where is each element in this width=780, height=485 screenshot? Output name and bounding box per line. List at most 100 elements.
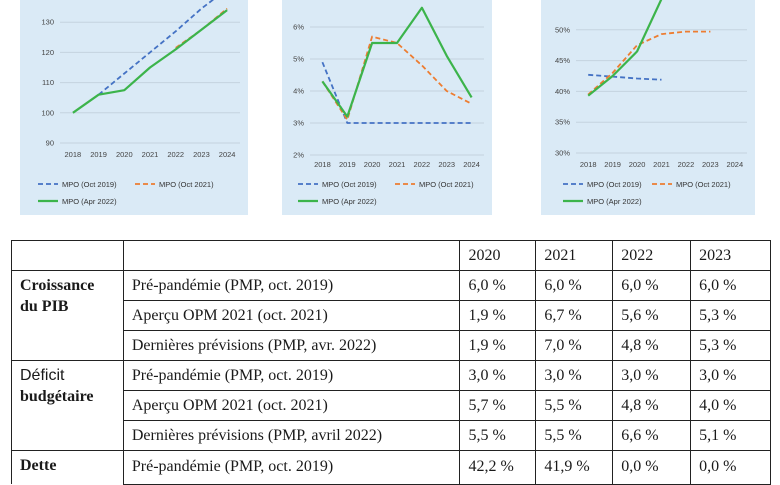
chart-3: 30% 35% 40% 45% 50% 2018 2019 2020 2021 2022 2023 2… bbox=[555, 0, 747, 206]
chart-panel-3: 30% 35% 40% 45% 50% 2018 2019 2020 2021 2022 2023 2… bbox=[541, 0, 755, 215]
x-tick-label: 2018 bbox=[580, 160, 597, 169]
cell-value: 5,3 % bbox=[690, 330, 771, 361]
header-year: 2020 bbox=[459, 240, 537, 271]
cell-value: 6,0 % bbox=[535, 270, 614, 301]
cell-value: 6,0 % bbox=[612, 270, 692, 301]
x-tick-label: 2023 bbox=[702, 160, 719, 169]
table-row: Aperçu OPM 2021 (oct. 2021) 1,9 % 6,7 % … bbox=[12, 300, 771, 331]
y-tick-label: 110 bbox=[42, 78, 54, 87]
group-label-budget-deficit: Déficit budgétaire bbox=[11, 360, 124, 451]
y-tick-label: 120 bbox=[41, 48, 54, 57]
cell-value: 5,5 % bbox=[459, 420, 537, 451]
cell-value: 6,0 % bbox=[690, 270, 771, 301]
y-tick-label: 6% bbox=[293, 23, 304, 32]
group-label-gdp-growth: Croissance du PIB bbox=[11, 270, 124, 361]
series-line bbox=[321, 35, 473, 121]
cell-value: 4,8 % bbox=[612, 390, 692, 421]
legend-label: MPO (Apr 2022) bbox=[62, 197, 117, 206]
legend-label: MPO (Apr 2022) bbox=[587, 197, 642, 206]
x-tick-label: 2022 bbox=[678, 160, 695, 169]
row-label: Pré-pandémie (PMP, oct. 2019) bbox=[122, 270, 461, 301]
y-tick-label: 100 bbox=[41, 108, 54, 117]
legend-label: MPO (Oct 2021) bbox=[419, 180, 474, 189]
group-label-line: budgétaire bbox=[20, 388, 94, 405]
group-label-line: du PIB bbox=[20, 298, 69, 315]
series-line bbox=[588, 73, 662, 81]
legend-label: MPO (Oct 2021) bbox=[676, 180, 731, 189]
cell-value: 41,9 % bbox=[535, 450, 614, 485]
group-label-line: Dette bbox=[20, 457, 57, 474]
cell-value: 3,0 % bbox=[612, 360, 692, 391]
group-label-line: Croissance bbox=[20, 277, 95, 294]
chart-2: 2% 3% 4% 5% 6% 2018 2019 2020 2021 2022 2023 2024 MP… bbox=[293, 6, 484, 206]
x-tick-label: 2020 bbox=[629, 160, 646, 169]
cell-value: 5,1 % bbox=[690, 420, 771, 451]
y-tick-label: 30% bbox=[555, 149, 570, 158]
x-tick-label: 2021 bbox=[389, 160, 406, 169]
cell-value: 0,0 % bbox=[612, 450, 692, 485]
series-line bbox=[175, 7, 228, 49]
series-line bbox=[72, 9, 228, 114]
y-tick-label: 130 bbox=[41, 18, 54, 27]
row-label: Aperçu OPM 2021 (oct. 2021) bbox=[122, 300, 461, 331]
y-tick-label: 2% bbox=[293, 151, 304, 160]
cell-value: 1,9 % bbox=[459, 330, 537, 361]
cell-value: 4,8 % bbox=[612, 330, 692, 361]
x-tick-label: 2024 bbox=[726, 160, 743, 169]
x-tick-label: 2021 bbox=[142, 150, 159, 159]
row-label: Aperçu OPM 2021 (oct. 2021) bbox=[122, 390, 461, 421]
x-tick-label: 2022 bbox=[414, 160, 431, 169]
header-blank bbox=[122, 240, 461, 271]
cell-value: 5,5 % bbox=[535, 390, 614, 421]
x-tick-label: 2018 bbox=[314, 160, 331, 169]
cell-value: 3,0 % bbox=[535, 360, 614, 391]
legend-label: MPO (Oct 2019) bbox=[322, 180, 377, 189]
cell-value: 4,0 % bbox=[690, 390, 771, 421]
legend-label: MPO (Oct 2019) bbox=[62, 180, 117, 189]
cell-value: 3,0 % bbox=[459, 360, 537, 391]
x-tick-label: 2024 bbox=[219, 150, 236, 159]
header-year: 2023 bbox=[690, 240, 771, 271]
x-tick-label: 2023 bbox=[193, 150, 210, 159]
header-year: 2022 bbox=[612, 240, 692, 271]
x-tick-label: 2020 bbox=[364, 160, 381, 169]
cell-value: 1,9 % bbox=[459, 300, 537, 331]
cell-value: 6,6 % bbox=[612, 420, 692, 451]
x-tick-label: 2019 bbox=[339, 160, 356, 169]
cell-value: 42,2 % bbox=[459, 450, 537, 485]
table-header-row: 2020 2021 2022 2023 bbox=[11, 240, 771, 271]
series-line bbox=[587, 0, 663, 97]
y-tick-label: 4% bbox=[293, 87, 304, 96]
legend-label: MPO (Oct 2021) bbox=[159, 180, 214, 189]
header-year: 2021 bbox=[535, 240, 614, 271]
row-label: Dernières prévisions (PMP, avril 2022) bbox=[122, 420, 461, 451]
row-label: Pré-pandémie (PMP, oct. 2019) bbox=[122, 450, 461, 485]
y-tick-label: 35% bbox=[555, 118, 570, 127]
y-tick-label: 3% bbox=[293, 119, 304, 128]
series-line bbox=[321, 6, 473, 118]
group-label-debt: Dette bbox=[11, 450, 124, 484]
group-label-line: Déficit bbox=[20, 367, 65, 384]
row-label: Pré-pandémie (PMP, oct. 2019) bbox=[122, 360, 461, 391]
y-tick-label: 45% bbox=[555, 56, 570, 65]
chart-panel-1: 90 100 110 120 130 2018 2019 2020 2021 2022 2023 20… bbox=[20, 0, 248, 215]
x-tick-label: 2020 bbox=[116, 150, 133, 159]
header-blank bbox=[11, 240, 124, 271]
cell-value: 5,3 % bbox=[690, 300, 771, 331]
legend-label: MPO (Apr 2022) bbox=[322, 197, 377, 206]
cell-value: 5,5 % bbox=[535, 420, 614, 451]
cell-value: 7,0 % bbox=[535, 330, 614, 361]
row-label: Dernières prévisions (PMP, avr. 2022) bbox=[122, 330, 461, 361]
series-line bbox=[587, 30, 711, 96]
x-tick-label: 2019 bbox=[90, 150, 107, 159]
y-tick-label: 5% bbox=[293, 55, 304, 64]
y-tick-label: 40% bbox=[555, 87, 570, 96]
legend-label: MPO (Oct 2019) bbox=[587, 180, 642, 189]
x-tick-label: 2018 bbox=[65, 150, 82, 159]
table-row: Dette Pré-pandémie (PMP, oct. 2019) 42,2… bbox=[11, 450, 771, 485]
x-tick-label: 2021 bbox=[653, 160, 670, 169]
x-tick-label: 2024 bbox=[463, 160, 480, 169]
table-row: Dernières prévisions (PMP, avr. 2022) 1,… bbox=[12, 330, 771, 361]
table-row: Déficit budgétaire Pré-pandémie (PMP, oc… bbox=[11, 360, 771, 451]
x-tick-label: 2022 bbox=[167, 150, 184, 159]
